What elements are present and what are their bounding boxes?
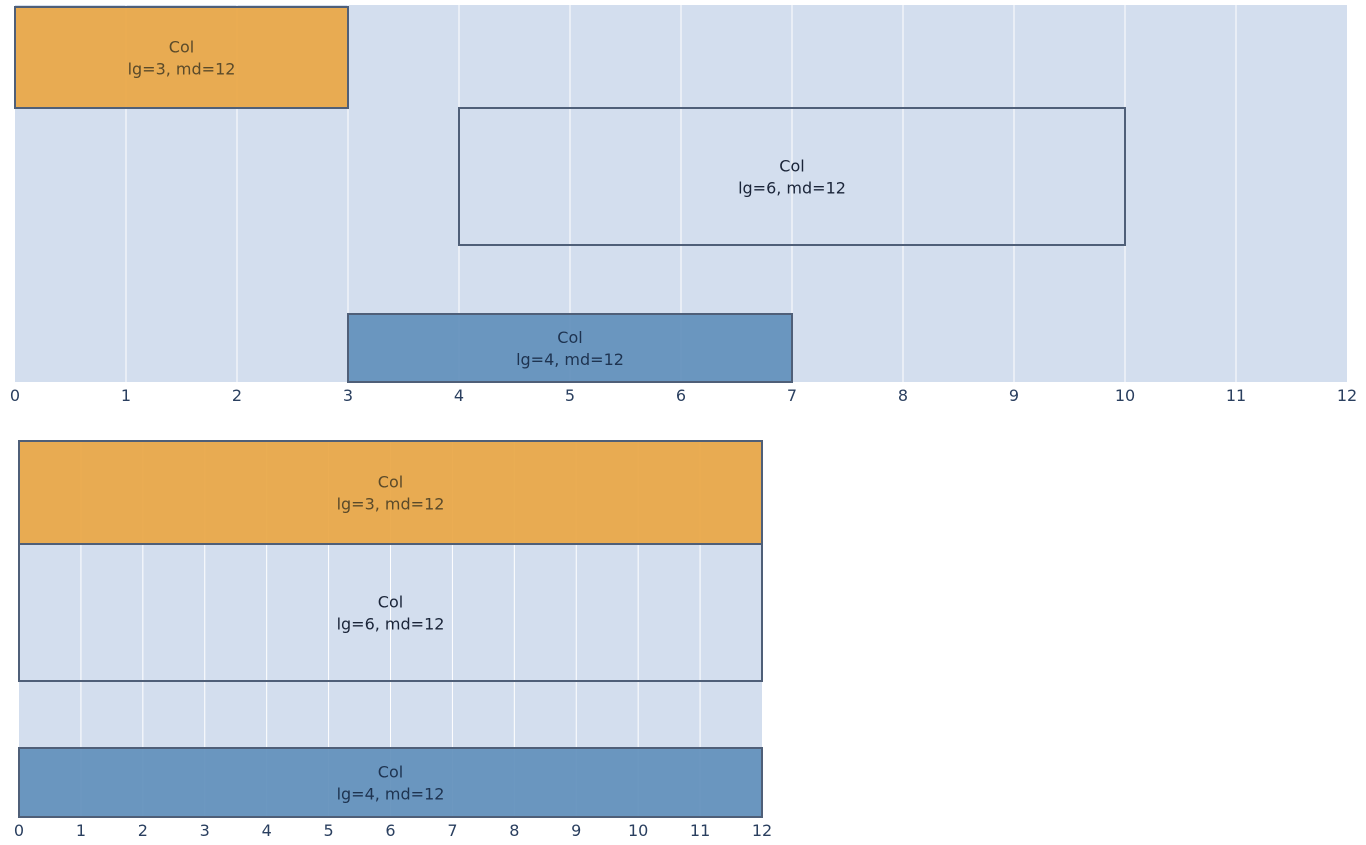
x-tick-label: 0	[14, 821, 24, 840]
column-box: Col lg=3, md=12	[14, 6, 349, 109]
column-rect-outline	[18, 543, 763, 682]
x-tick-label: 8	[509, 821, 519, 840]
x-tick-label: 8	[898, 386, 908, 405]
column-box: Col lg=6, md=12	[18, 543, 763, 682]
x-tick-label: 4	[262, 821, 272, 840]
x-tick-label: 6	[385, 821, 395, 840]
x-tick-label: 7	[787, 386, 797, 405]
column-spec: lg=6, md=12	[738, 179, 846, 198]
column-spec: lg=3, md=12	[128, 60, 236, 79]
x-tick-label: 12	[1337, 386, 1357, 405]
x-tick-label: 12	[752, 821, 772, 840]
grid-panel-lg: Col lg=3, md=12 Col lg=6, md=12 Col lg=4, md=…	[10, 5, 1357, 405]
column-box: Col lg=4, md=12	[347, 313, 793, 383]
column-title: Col	[378, 593, 403, 612]
column-rect-outline	[458, 107, 1126, 246]
column-title: Col	[779, 157, 804, 176]
column-box: Col lg=6, md=12	[458, 107, 1126, 246]
column-title: Col	[169, 38, 194, 57]
x-tick-label: 2	[232, 386, 242, 405]
column-spec: lg=4, md=12	[337, 785, 445, 804]
grid-panel-md: Col lg=3, md=12 Col lg=6, md=12 Col lg=4, md=…	[14, 440, 772, 840]
x-tick-label: 9	[1009, 386, 1019, 405]
x-tick-label: 10	[628, 821, 648, 840]
x-tick-label: 9	[571, 821, 581, 840]
column-box: Col lg=3, md=12	[18, 440, 763, 545]
x-tick-label: 11	[690, 821, 710, 840]
column-spec: lg=6, md=12	[337, 615, 445, 634]
column-title: Col	[378, 473, 403, 492]
x-tick-label: 5	[565, 386, 575, 405]
column-rect-blue	[18, 747, 763, 818]
x-tick-label: 6	[676, 386, 686, 405]
column-rect-orange	[14, 6, 349, 109]
column-spec: lg=3, md=12	[337, 495, 445, 514]
x-tick-label: 2	[138, 821, 148, 840]
x-tick-label: 3	[343, 386, 353, 405]
column-title: Col	[378, 763, 403, 782]
column-box: Col lg=4, md=12	[18, 747, 763, 818]
x-tick-label: 11	[1226, 386, 1246, 405]
x-tick-label: 1	[121, 386, 131, 405]
x-tick-label: 1	[76, 821, 86, 840]
x-tick-label: 4	[454, 386, 464, 405]
x-tick-label: 5	[323, 821, 333, 840]
x-tick-label: 0	[10, 386, 20, 405]
x-tick-label: 7	[447, 821, 457, 840]
x-tick-label: 10	[1115, 386, 1135, 405]
x-tick-label: 3	[200, 821, 210, 840]
column-spec: lg=4, md=12	[516, 350, 624, 369]
column-rect-blue	[347, 313, 793, 383]
column-rect-orange	[18, 440, 763, 545]
column-title: Col	[557, 328, 582, 347]
